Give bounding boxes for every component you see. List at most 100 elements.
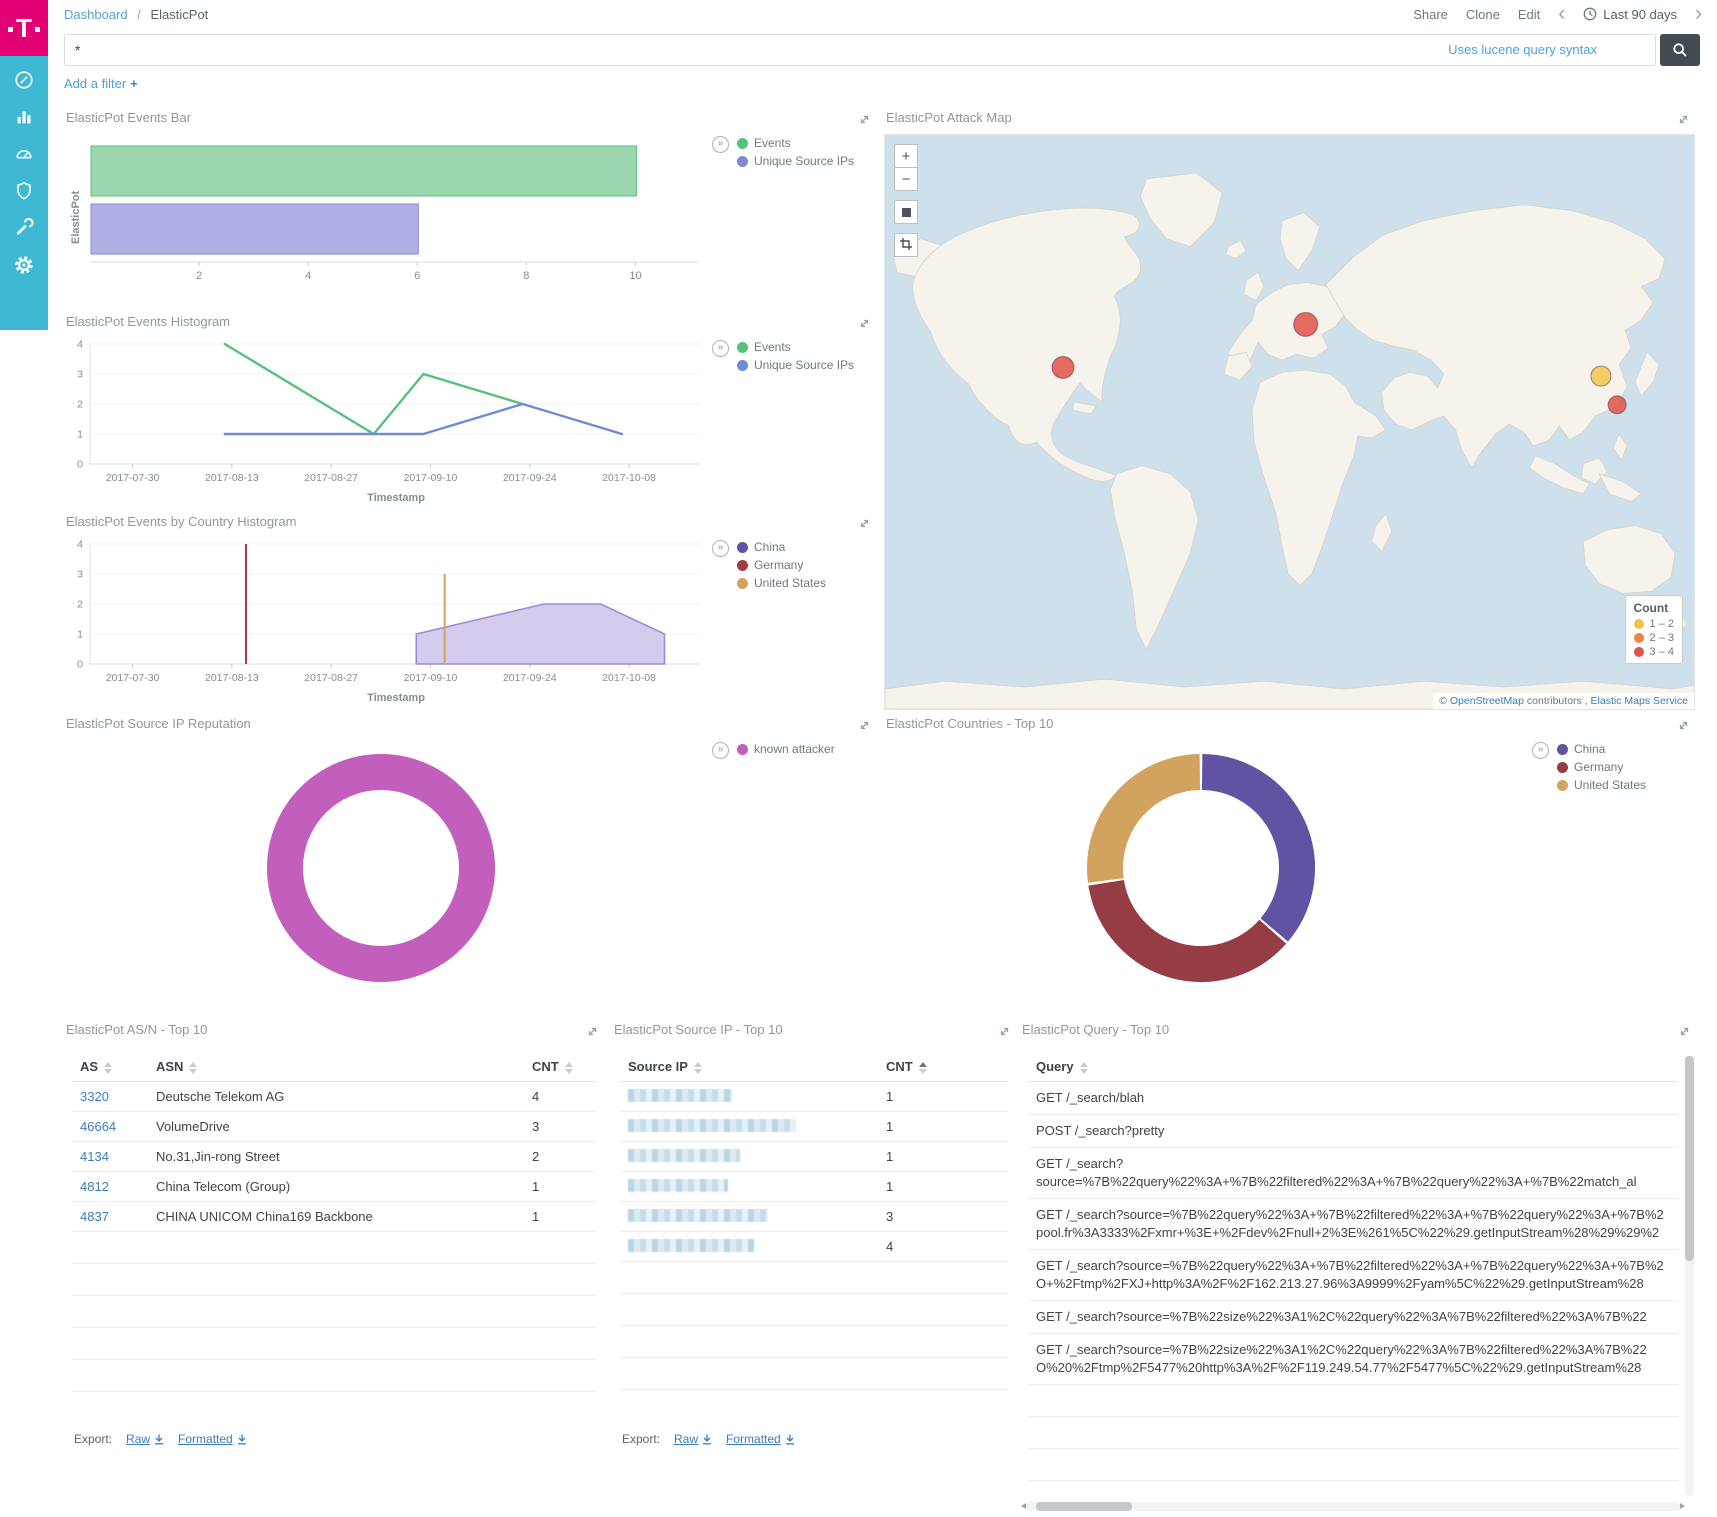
shield-icon[interactable] <box>12 179 36 203</box>
breadcrumb-dashboard-link[interactable]: Dashboard <box>64 7 128 22</box>
lucene-syntax-link[interactable]: Uses lucene query syntax <box>1448 42 1597 57</box>
column-header-as[interactable]: AS <box>72 1052 148 1082</box>
expand-icon[interactable] <box>858 517 872 531</box>
legend-item-united-states[interactable]: United States <box>1557 778 1646 792</box>
map-zoom-out-button[interactable]: − <box>894 167 918 191</box>
legend-item-germany[interactable]: Germany <box>737 558 826 572</box>
export-raw-link[interactable]: Raw <box>674 1432 712 1446</box>
share-button[interactable]: Share <box>1413 6 1448 22</box>
legend-toggle-button[interactable]: » <box>712 742 729 759</box>
bar-events[interactable] <box>90 145 637 197</box>
expand-icon[interactable] <box>858 113 872 127</box>
countries-donut[interactable] <box>1083 750 1319 986</box>
as-link[interactable]: 4134 <box>80 1149 109 1164</box>
map-draw-bounds-button[interactable] <box>894 233 918 257</box>
export-formatted-link[interactable]: Formatted <box>726 1432 795 1446</box>
expand-icon[interactable] <box>998 1025 1012 1039</box>
osm-link[interactable]: OpenStreetMap <box>1449 695 1524 707</box>
expand-icon[interactable] <box>858 719 872 733</box>
ems-link[interactable]: Elastic Maps Service <box>1590 695 1688 707</box>
clone-button[interactable]: Clone <box>1465 6 1500 22</box>
line-series-events[interactable] <box>223 342 524 436</box>
column-header-source-ip[interactable]: Source IP <box>620 1052 878 1082</box>
events-country-chart[interactable]: 0 1 2 3 4 2017-07-30 2017-08-13 2017-08-27 2017-… <box>64 538 708 690</box>
column-header-asn[interactable]: ASN <box>148 1052 524 1082</box>
legend-toggle-button[interactable]: » <box>1532 742 1549 759</box>
dashboard-gauge-icon[interactable] <box>12 142 36 166</box>
legend-item-events[interactable]: Events <box>737 340 854 354</box>
compass-icon[interactable] <box>12 68 36 92</box>
ip-reputation-donut[interactable] <box>263 750 499 986</box>
sort-caret[interactable] <box>918 1061 927 1074</box>
area-series-china[interactable] <box>415 603 666 665</box>
column-header-query[interactable]: Query <box>1028 1052 1678 1082</box>
as-link[interactable]: 3320 <box>80 1089 109 1104</box>
panel-title: ElasticPot Events Bar <box>66 110 191 125</box>
expand-icon[interactable] <box>586 1025 600 1039</box>
telekom-logo[interactable]: T <box>0 0 48 56</box>
sort-caret[interactable] <box>564 1061 573 1074</box>
column-header-cnt[interactable]: CNT <box>878 1052 1008 1082</box>
legend-item-known-attacker[interactable]: known attacker <box>737 742 835 756</box>
sort-caret[interactable] <box>189 1061 198 1074</box>
map-marker-germany[interactable] <box>1293 311 1319 337</box>
donut-slice-united-states[interactable] <box>1087 754 1201 883</box>
donut-slice-china[interactable] <box>1201 754 1315 942</box>
legend-toggle-button[interactable]: » <box>712 540 729 557</box>
empty-row <box>1028 1416 1678 1449</box>
legend-toggle-button[interactable]: » <box>712 136 729 153</box>
bar-chart-icon[interactable] <box>12 105 36 129</box>
legend-item-united-states[interactable]: United States <box>737 576 826 590</box>
sort-caret[interactable] <box>104 1061 113 1074</box>
map-fit-data-button[interactable] <box>894 200 918 224</box>
donut-slice-germany[interactable] <box>1088 879 1287 982</box>
legend-item-germany[interactable]: Germany <box>1557 760 1646 774</box>
scroll-left-arrow[interactable] <box>1021 1503 1026 1509</box>
attack-map[interactable] <box>884 134 1695 710</box>
column-header-cnt[interactable]: CNT <box>524 1052 596 1082</box>
edit-button[interactable]: Edit <box>1517 6 1541 22</box>
gear-icon[interactable] <box>12 253 36 277</box>
panel-source-ip-reputation: ElasticPot Source IP Reputation » known a… <box>64 716 876 1016</box>
expand-icon[interactable] <box>1677 719 1691 733</box>
legend-item-unique-source-ips[interactable]: Unique Source IPs <box>737 154 854 168</box>
time-picker-button[interactable]: Last 90 days <box>1583 7 1677 22</box>
legend-item-events[interactable]: Events <box>737 136 854 150</box>
legend-toggle-button[interactable]: » <box>712 340 729 357</box>
events-histogram-chart[interactable]: 0 1 2 3 4 2017-07-30 2017-08-13 2017-08-27 2017-… <box>64 338 708 490</box>
expand-icon[interactable] <box>1677 113 1691 127</box>
wrench-icon[interactable] <box>12 216 36 240</box>
map-marker-china[interactable] <box>1590 365 1612 387</box>
crop-icon <box>900 237 912 250</box>
expand-icon[interactable] <box>858 317 872 331</box>
sort-caret[interactable] <box>693 1061 702 1074</box>
map-marker-united-states[interactable] <box>1051 355 1075 380</box>
svg-text:2017-08-13: 2017-08-13 <box>205 672 259 684</box>
vertical-scrollbar-thumb[interactable] <box>1685 1056 1694 1261</box>
add-filter-button[interactable]: Add a filter + <box>64 76 138 91</box>
donut-slice-known-attacker[interactable] <box>267 754 495 982</box>
export-formatted-link[interactable]: Formatted <box>178 1432 247 1446</box>
bar-unique-source-ips[interactable] <box>90 203 419 255</box>
legend-item-unique-source-ips[interactable]: Unique Source IPs <box>737 358 854 372</box>
legend-item-china[interactable]: China <box>1557 742 1646 756</box>
horizontal-scrollbar-thumb[interactable] <box>1036 1502 1132 1511</box>
export-raw-link[interactable]: Raw <box>126 1432 164 1446</box>
expand-icon[interactable] <box>1678 1025 1692 1039</box>
asn-cell: China Telecom (Group) <box>148 1171 524 1202</box>
time-prev-button[interactable]: ‹ <box>1558 2 1566 25</box>
time-next-button[interactable]: › <box>1695 2 1702 25</box>
events-bar-chart[interactable]: 2 4 6 8 10 <box>90 138 706 288</box>
logo-letter: T <box>16 13 32 43</box>
legend-item-china[interactable]: China <box>737 540 826 554</box>
as-link[interactable]: 4837 <box>80 1209 109 1224</box>
map-zoom-in-button[interactable]: + <box>894 144 918 168</box>
search-button[interactable] <box>1660 34 1700 66</box>
map-marker-china[interactable] <box>1607 395 1627 415</box>
line-series-unique-source-ips[interactable] <box>223 402 624 436</box>
scroll-right-arrow[interactable] <box>1680 1503 1685 1509</box>
sort-caret[interactable] <box>1079 1061 1088 1074</box>
search-input[interactable] <box>64 34 1656 66</box>
as-link[interactable]: 4812 <box>80 1179 109 1194</box>
as-link[interactable]: 46664 <box>80 1119 117 1134</box>
